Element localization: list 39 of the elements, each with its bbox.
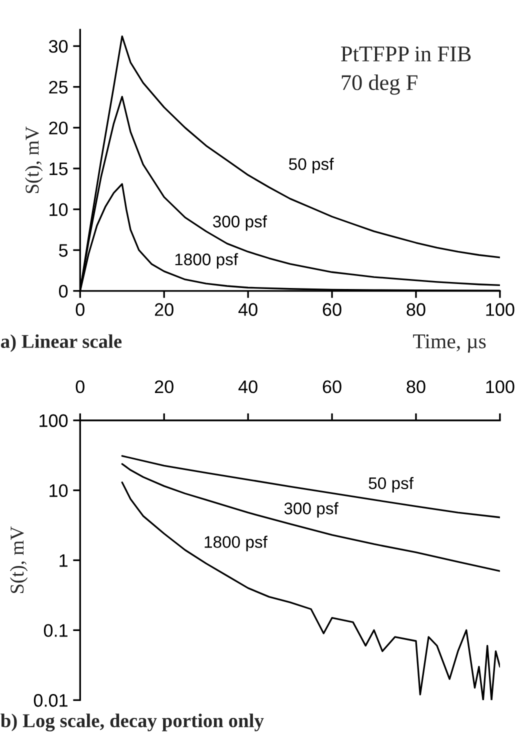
series-label: 50 psf: [288, 158, 334, 174]
series-label: 1800 psf: [175, 253, 238, 269]
series-label: 300 psf: [212, 215, 268, 231]
x-tick-label: 80: [406, 380, 426, 394]
line-series: [121, 455, 500, 518]
series-label: 300 psf: [284, 502, 338, 518]
x-tick-label: 0: [76, 303, 84, 316]
y-tick-label: 10: [50, 203, 68, 216]
x-tick-label: 20: [154, 303, 174, 316]
y-tick-label: 15: [50, 162, 68, 176]
y-tick-label: 100: [40, 414, 68, 428]
y-axis-title: S(t), mV: [10, 526, 28, 593]
x-tick-label: 40: [238, 303, 258, 316]
y-axis-title: S(t), mV: [25, 126, 43, 194]
x-tick-label: 0: [76, 380, 84, 394]
y-tick-label: 0.01: [34, 694, 68, 707]
y-tick-label: 10: [50, 484, 68, 498]
y-tick-label: 5: [59, 244, 68, 257]
x-tick-label: 100: [486, 380, 514, 394]
annotation: PtTFPP in FIB: [341, 46, 471, 62]
y-tick-label: 25: [49, 80, 68, 94]
series-label: 1800 psf: [204, 536, 268, 552]
y-tick-label: 20: [49, 122, 68, 134]
x-axis-title: Time, µs: [413, 334, 486, 353]
x-tick-label: 100: [486, 303, 514, 316]
text: a) Linear scale: [1, 334, 122, 352]
x-tick-label: 40: [238, 380, 258, 394]
y-tick-label: 1: [60, 554, 68, 567]
x-tick-label: 20: [154, 380, 174, 394]
annotation: 70 deg F: [342, 74, 418, 95]
x-tick-label: 60: [322, 380, 342, 394]
y-tick-label: 0.1: [44, 624, 68, 637]
y-tick-label: 30: [48, 40, 68, 53]
text: b) Log scale, decay portion only: [0, 714, 264, 732]
y-tick-label: 0: [58, 284, 68, 298]
series-label: 50 psf: [368, 476, 414, 492]
line-series: [121, 463, 500, 572]
x-tick-label: 80: [406, 303, 426, 316]
x-tick-label: 60: [322, 303, 342, 316]
